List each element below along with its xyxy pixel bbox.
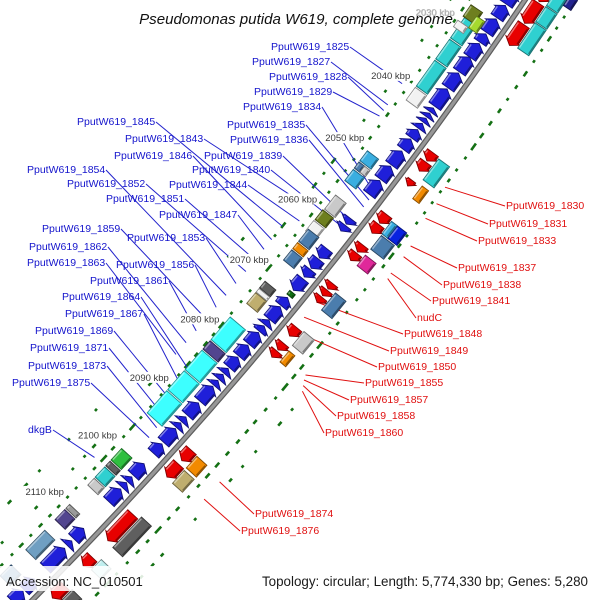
svg-text:2090 kbp: 2090 kbp — [130, 373, 169, 384]
svg-text:2110 kbp: 2110 kbp — [26, 487, 64, 498]
svg-text:PputW619_1860: PputW619_1860 — [325, 427, 403, 439]
svg-text:PputW619_1876: PputW619_1876 — [241, 525, 319, 537]
svg-text:PputW619_1853: PputW619_1853 — [127, 232, 205, 244]
svg-text:PputW619_1835: PputW619_1835 — [227, 119, 305, 131]
svg-text:PputW619_1827: PputW619_1827 — [252, 56, 330, 68]
svg-text:Pseudomonas putida W619, compl: Pseudomonas putida W619, complete genome — [139, 11, 453, 28]
svg-text:PputW619_1837: PputW619_1837 — [458, 262, 536, 274]
svg-text:PputW619_1863: PputW619_1863 — [27, 257, 105, 269]
svg-text:PputW619_1848: PputW619_1848 — [404, 328, 482, 340]
svg-text:PputW619_1859: PputW619_1859 — [42, 223, 120, 235]
svg-text:PputW619_1838: PputW619_1838 — [443, 279, 521, 291]
svg-text:PputW619_1875: PputW619_1875 — [12, 377, 90, 389]
svg-text:2080 kbp: 2080 kbp — [180, 314, 219, 325]
svg-text:PputW619_1871: PputW619_1871 — [30, 342, 108, 354]
svg-text:PputW619_1841: PputW619_1841 — [432, 295, 510, 307]
svg-text:2060 kbp: 2060 kbp — [278, 194, 317, 205]
svg-text:PputW619_1873: PputW619_1873 — [28, 360, 106, 372]
svg-text:nudC: nudC — [417, 312, 443, 324]
svg-text:PputW619_1858: PputW619_1858 — [337, 410, 415, 422]
svg-text:PputW619_1851: PputW619_1851 — [106, 193, 184, 205]
svg-text:PputW619_1849: PputW619_1849 — [390, 345, 468, 357]
svg-text:PputW619_1852: PputW619_1852 — [67, 178, 145, 190]
svg-text:PputW619_1867: PputW619_1867 — [65, 308, 143, 320]
svg-text:PputW619_1833: PputW619_1833 — [478, 235, 556, 247]
svg-text:2040 kbp: 2040 kbp — [371, 71, 410, 82]
svg-text:2100 kbp: 2100 kbp — [78, 430, 117, 441]
svg-text:PputW619_1840: PputW619_1840 — [192, 164, 270, 176]
svg-text:PputW619_1874: PputW619_1874 — [255, 508, 333, 520]
svg-text:PputW619_1829: PputW619_1829 — [254, 86, 332, 98]
svg-text:PputW619_1862: PputW619_1862 — [29, 241, 107, 253]
svg-text:PputW619_1825: PputW619_1825 — [271, 41, 349, 53]
svg-text:PputW619_1861: PputW619_1861 — [90, 275, 168, 287]
svg-text:dkgB: dkgB — [28, 424, 52, 436]
svg-text:PputW619_1864: PputW619_1864 — [62, 291, 140, 303]
svg-text:PputW619_1828: PputW619_1828 — [269, 71, 347, 83]
svg-text:PputW619_1846: PputW619_1846 — [114, 150, 192, 162]
svg-text:2070 kbp: 2070 kbp — [230, 255, 269, 266]
svg-text:PputW619_1834: PputW619_1834 — [243, 101, 321, 113]
svg-text:PputW619_1847: PputW619_1847 — [159, 209, 237, 221]
svg-text:Accession: NC_010501: Accession: NC_010501 — [6, 574, 143, 589]
svg-text:PputW619_1856: PputW619_1856 — [116, 259, 194, 271]
svg-text:PputW619_1839: PputW619_1839 — [204, 150, 282, 162]
svg-text:PputW619_1830: PputW619_1830 — [506, 200, 584, 212]
svg-text:PputW619_1843: PputW619_1843 — [125, 133, 203, 145]
svg-text:PputW619_1850: PputW619_1850 — [378, 361, 456, 373]
svg-text:PputW619_1845: PputW619_1845 — [77, 116, 155, 128]
svg-text:PputW619_1844: PputW619_1844 — [169, 179, 247, 191]
svg-text:PputW619_1855: PputW619_1855 — [365, 377, 443, 389]
svg-text:PputW619_1869: PputW619_1869 — [35, 325, 113, 337]
svg-text:2050 kbp: 2050 kbp — [325, 133, 364, 144]
svg-text:PputW619_1854: PputW619_1854 — [27, 164, 105, 176]
svg-text:PputW619_1857: PputW619_1857 — [350, 394, 428, 406]
svg-text:PputW619_1836: PputW619_1836 — [230, 134, 308, 146]
svg-text:Topology: circular; Length: 5,: Topology: circular; Length: 5,774,330 bp… — [262, 574, 588, 589]
svg-text:PputW619_1831: PputW619_1831 — [489, 218, 567, 230]
